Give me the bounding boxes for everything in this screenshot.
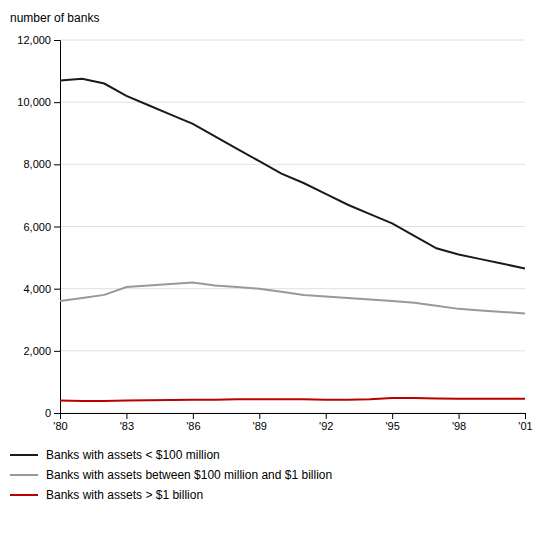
tick: '83 (120, 413, 134, 432)
tick: 8,000 (23, 158, 60, 170)
axis-line (61, 414, 526, 420)
tick-label: 12,000 (17, 34, 51, 46)
series-line (60, 398, 525, 401)
tick-mark (126, 413, 127, 419)
legend-item: Banks with assets < $100 million (10, 448, 220, 462)
tick-label: '83 (120, 420, 134, 432)
tick-mark (459, 413, 460, 419)
tick-label: '86 (186, 420, 200, 432)
axis-line (54, 41, 61, 414)
legend-swatch (10, 474, 38, 476)
tick: '01 (518, 413, 532, 432)
tick: '92 (319, 413, 333, 432)
grid-line (60, 164, 525, 165)
tick-mark (54, 102, 60, 103)
tick: '98 (452, 413, 466, 432)
tick: '86 (186, 413, 200, 432)
tick-mark (525, 413, 526, 419)
tick-label: 4,000 (23, 283, 51, 295)
tick: 10,000 (17, 96, 60, 108)
tick: '95 (385, 413, 399, 432)
tick-label: 8,000 (23, 158, 51, 170)
tick-mark (54, 40, 60, 41)
tick: '80 (53, 413, 67, 432)
tick-mark (54, 289, 60, 290)
y-axis: 0 2,000 4,000 6,000 8,000 10,000 12,000 (17, 34, 60, 419)
tick-label: 6,000 (23, 221, 51, 233)
tick-label: 0 (45, 407, 51, 419)
series-line (60, 282, 525, 313)
tick-label: '98 (452, 420, 466, 432)
grid-line (60, 40, 525, 41)
tick: 12,000 (17, 34, 60, 46)
tick-mark (54, 413, 60, 414)
tick-mark (193, 413, 194, 419)
legend-label: Banks with assets > $1 billion (46, 488, 203, 502)
legend-item: Banks with assets > $1 billion (10, 488, 203, 502)
tick: 2,000 (23, 345, 60, 357)
tick-mark (392, 413, 393, 419)
tick-label: 2,000 (23, 345, 51, 357)
tick-mark (54, 164, 60, 165)
legend-label: Banks with assets < $100 million (46, 448, 220, 462)
tick: 6,000 (23, 221, 60, 233)
tick-mark (259, 413, 260, 419)
legend-label: Banks with assets between $100 million a… (46, 468, 332, 482)
tick-mark (326, 413, 327, 419)
x-axis: '80 '83 '86 '89 '92 '95 '98 '01 (53, 413, 532, 432)
tick: 4,000 (23, 283, 60, 295)
y-axis-label: number of banks (10, 11, 99, 25)
legend-swatch (10, 454, 38, 456)
chart: '80 '83 '86 '89 '92 '95 '98 '01 0 2,000 4,000 6,000… (0, 0, 550, 533)
legend-item: Banks with assets between $100 million a… (10, 468, 332, 482)
grid-line (60, 226, 525, 227)
plot: '80 '83 '86 '89 '92 '95 '98 '01 0 2,000 4,000 6,000… (17, 34, 532, 432)
tick-label: '80 (53, 420, 67, 432)
grid-line (60, 350, 525, 351)
tick: 0 (45, 407, 60, 419)
grid (60, 40, 525, 413)
tick-label: '92 (319, 420, 333, 432)
tick-mark (54, 227, 60, 228)
tick: '89 (253, 413, 267, 432)
legend-swatch (10, 494, 38, 496)
legend: Banks with assets < $100 million Banks wi… (10, 448, 332, 502)
grid-line (60, 288, 525, 289)
lines (60, 79, 525, 401)
tick-mark (54, 351, 60, 352)
grid-line (60, 102, 525, 103)
tick-label: '95 (385, 420, 399, 432)
tick-label: '89 (253, 420, 267, 432)
tick-label: '01 (518, 420, 532, 432)
series-line (60, 79, 525, 269)
tick-label: 10,000 (17, 96, 51, 108)
